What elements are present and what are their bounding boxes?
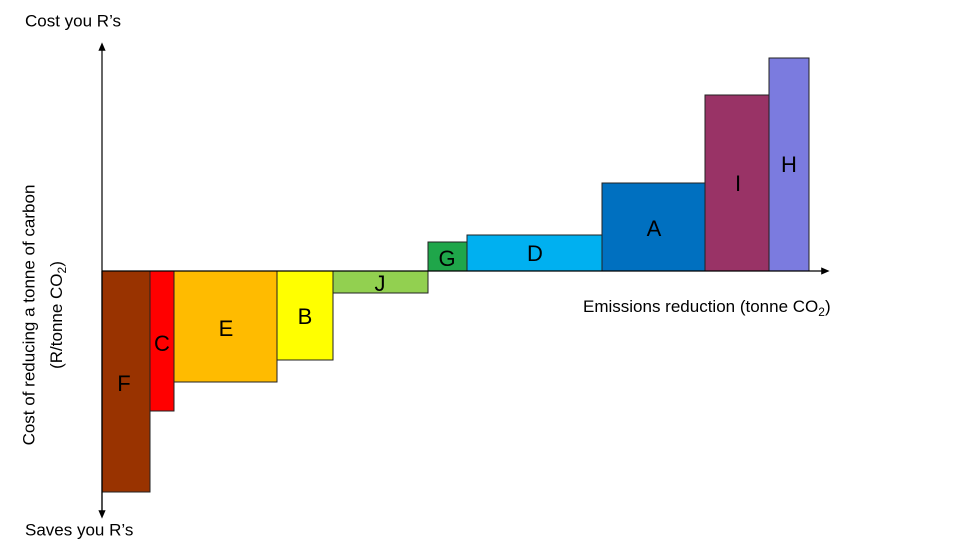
bar-label: F bbox=[117, 371, 130, 396]
bar-c bbox=[149, 270, 175, 412]
bar-label: H bbox=[781, 152, 797, 177]
text: ) bbox=[47, 261, 66, 267]
bar-label: C bbox=[154, 331, 170, 356]
text: ) bbox=[825, 297, 831, 316]
bar-label: A bbox=[647, 216, 662, 241]
x-axis-label: Emissions reduction (tonne CO2) bbox=[583, 297, 831, 319]
text: (R/tonne CO bbox=[47, 273, 66, 368]
y-label-line1: Cost of reducing a tonne of carbon bbox=[19, 185, 38, 446]
bar-a bbox=[601, 182, 706, 272]
bar-label: G bbox=[438, 246, 455, 271]
text: Emissions reduction (tonne CO bbox=[583, 297, 818, 316]
bar-label: B bbox=[298, 304, 313, 329]
bar-f bbox=[101, 270, 151, 493]
bar-h bbox=[768, 57, 810, 272]
bottom-label: Saves you R’s bbox=[25, 520, 133, 539]
y-label-line2: (R/tonne CO2) bbox=[47, 261, 69, 369]
bar-label: D bbox=[527, 241, 543, 266]
subscript: 2 bbox=[818, 305, 825, 319]
bar-label: E bbox=[219, 316, 234, 341]
bar-label: J bbox=[375, 271, 386, 296]
bar-i bbox=[704, 94, 770, 272]
subscript: 2 bbox=[55, 266, 69, 273]
top-label: Cost you R’s bbox=[25, 11, 121, 30]
bar-labels: F C E B J G D A I H bbox=[117, 152, 797, 396]
y-axis-label: Cost of reducing a tonne of carbon (R/to… bbox=[19, 185, 69, 446]
bar-label: I bbox=[735, 171, 741, 196]
bars bbox=[101, 57, 810, 493]
bar-b bbox=[276, 270, 334, 361]
